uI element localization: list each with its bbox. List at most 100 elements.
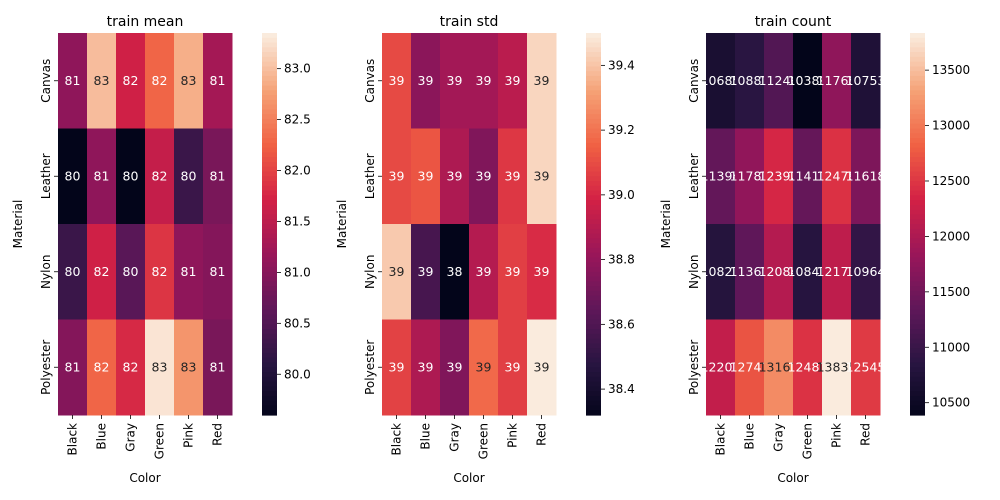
cell-value-label: 82	[152, 264, 168, 279]
colorbar-segment	[586, 123, 601, 130]
cell-value-label: 39	[418, 168, 434, 183]
heatmap-cell	[469, 224, 499, 320]
colorbar-segment	[586, 47, 601, 53]
colorbar-segment	[910, 47, 925, 53]
y-tick-label: Canvas	[687, 59, 701, 103]
colorbar-segment	[910, 66, 925, 72]
x-axis-label: Color	[453, 471, 484, 485]
colorbar-segment	[586, 56, 601, 63]
colorbar-segment	[910, 348, 925, 354]
heatmap-cell	[58, 224, 88, 320]
cell-value-label: 39	[476, 73, 492, 88]
heatmap-cell	[822, 33, 852, 129]
colorbar-segment	[586, 290, 601, 297]
cell-value-label: 39	[476, 359, 492, 374]
heatmap-cell	[735, 319, 765, 416]
cell-value-label: 81	[65, 73, 81, 88]
cell-value-label: 12084	[759, 264, 799, 279]
heatmap-cell	[851, 319, 881, 416]
colorbar-segment	[910, 376, 925, 383]
cell-value-label: 82	[123, 73, 139, 88]
colorbar-segment	[910, 224, 925, 230]
cell-value-label: 39	[447, 73, 463, 88]
y-tick-label: Leather	[39, 153, 53, 199]
cell-value-label: 39	[447, 359, 463, 374]
cell-value-label: 39	[534, 73, 550, 88]
colorbar-segment	[262, 257, 277, 263]
colorbar-segment	[910, 333, 925, 340]
cell-value-label: 39	[534, 359, 550, 374]
heatmap-cell	[203, 319, 233, 416]
chart-title: train std	[440, 14, 499, 30]
heatmap-cell	[706, 319, 736, 416]
colorbar-segment	[586, 381, 601, 387]
colorbar-segment	[262, 405, 277, 411]
heatmap-cell	[822, 224, 852, 320]
colorbar-tick-label: 38.4	[608, 382, 635, 396]
colorbar-segment	[262, 338, 277, 344]
cell-value-label: 82	[94, 359, 110, 374]
colorbar-segment	[262, 118, 277, 125]
heatmap-cell	[174, 319, 204, 416]
cell-value-label: 39	[389, 73, 405, 88]
colorbar-segment	[262, 372, 277, 378]
colorbar-segment	[910, 247, 925, 254]
cell-value-label: 10847	[788, 264, 828, 279]
colorbar-segment	[262, 224, 277, 230]
colorbar-segment	[910, 233, 925, 239]
colorbar-segment	[910, 357, 925, 364]
y-axis-label: Material	[11, 200, 25, 249]
colorbar-segment	[586, 228, 601, 235]
colorbar-segment	[910, 238, 925, 244]
colorbar-tick-label: 81.0	[284, 265, 311, 279]
colorbar-segment	[262, 305, 277, 311]
colorbar-segment	[262, 190, 277, 196]
colorbar-tick-label: 11500	[932, 285, 970, 299]
heatmap-cell	[411, 224, 441, 320]
colorbar-segment	[586, 243, 601, 249]
colorbar-segment	[262, 238, 277, 244]
colorbar-segment	[910, 161, 925, 168]
cell-value-label: 81	[94, 168, 110, 183]
colorbar-tick-label: 11000	[932, 340, 970, 354]
heatmap-cell	[145, 224, 175, 320]
colorbar-segment	[586, 138, 601, 144]
cell-value-label: 80	[123, 264, 139, 279]
colorbar-tick-label: 12000	[932, 229, 970, 243]
x-tick-label: Blue	[419, 423, 433, 450]
cell-value-label: 10881	[730, 73, 770, 88]
cell-value-label: 39	[534, 264, 550, 279]
colorbar-segment	[586, 247, 601, 254]
colorbar-segment	[586, 367, 601, 373]
colorbar-segment	[586, 33, 601, 39]
colorbar-tick-label: 80.5	[284, 316, 311, 330]
cell-value-label: 39	[447, 168, 463, 183]
cell-value-label: 39	[505, 73, 521, 88]
colorbar-segment	[262, 233, 277, 239]
colorbar-segment	[262, 381, 277, 387]
colorbar-segment	[586, 185, 601, 192]
heatmap-cell	[411, 319, 441, 416]
colorbar-segment	[910, 190, 925, 196]
y-tick-label: Nylon	[363, 255, 377, 289]
colorbar-segment	[262, 85, 277, 91]
x-tick-label: Blue	[95, 423, 109, 450]
colorbar-segment	[262, 104, 277, 110]
cell-value-label: 10685	[701, 73, 741, 88]
heatmap-cell	[145, 128, 175, 225]
colorbar-segment	[262, 228, 277, 235]
colorbar-segment	[586, 152, 601, 158]
heatmap-cell	[527, 224, 557, 320]
heatmap-cell	[469, 319, 499, 416]
heatmap-cell	[793, 33, 823, 129]
heatmap-cell	[116, 33, 146, 129]
colorbar-segment	[586, 90, 601, 96]
colorbar-segment	[586, 319, 601, 325]
colorbar-segment	[586, 66, 601, 72]
colorbar-segment	[910, 204, 925, 211]
heatmap-cell	[764, 319, 794, 416]
colorbar-segment	[910, 276, 925, 282]
colorbar-segment	[910, 305, 925, 311]
colorbar-segment	[586, 95, 601, 101]
heatmap-cell	[498, 128, 528, 225]
